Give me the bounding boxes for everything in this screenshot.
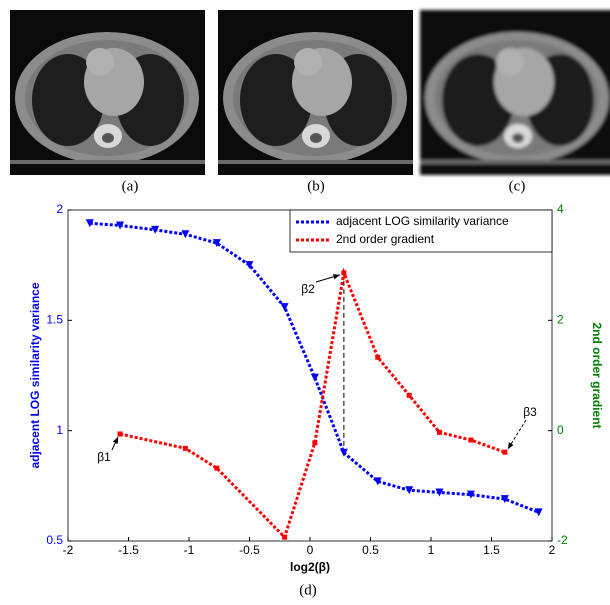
y-tick-label: 2 [56,202,63,216]
arrow-head [507,442,514,450]
marker [280,303,289,312]
marker [117,431,123,437]
ct-image [10,10,205,175]
panel-caption: (a) [122,178,139,194]
y-axis-label: adjacent LOG similarity variance [28,282,42,468]
x-tick-label: 2 [549,543,556,557]
x-axis-label: log2(β) [290,560,330,574]
marker [373,477,382,486]
marker [341,270,347,276]
marker [375,354,381,360]
marker [212,239,221,248]
y2-tick-label: 2 [557,313,564,327]
panel-caption: (b) [307,178,325,194]
marker [85,219,94,228]
x-tick-label: 0 [307,543,314,557]
series-line [89,221,540,514]
ct-image [420,10,610,175]
arrow-line [507,419,527,450]
y2-axis-label: 2nd order gradient [590,322,604,428]
marker [214,465,220,471]
marker [502,449,508,455]
marker [245,261,254,270]
legend-label: adjacent LOG similarity variance [336,214,509,228]
marker [339,448,348,457]
x-tick-label: -1 [184,543,195,557]
marker [116,221,125,230]
marker [406,392,412,398]
chart: -2 -1.5 -1 -0.5 0 0.5 1 1.5 20.511.52-2024log2(β… [28,202,604,574]
legend-box [289,209,553,253]
plot-frame [67,209,553,542]
x-tick-label: 0.5 [362,543,379,557]
marker [312,440,318,446]
x-tick-label: 1 [428,543,435,557]
y-tick-label: 1 [56,423,63,437]
annotation: β3 [523,405,537,419]
marker [466,490,475,499]
marker [182,445,188,451]
marker [500,495,509,504]
annotation: β2 [301,282,315,296]
x-tick-label: -1.5 [118,543,139,557]
marker [468,437,474,443]
panel-caption: (c) [509,178,526,194]
y2-tick-label: -2 [557,533,568,547]
x-tick-label: 1.5 [483,543,500,557]
y-tick-label: 1.5 [46,313,63,327]
y2-tick-label: 4 [557,202,564,216]
marker [181,230,190,239]
marker [282,534,288,540]
marker [534,508,543,517]
annotation: β1 [97,450,111,464]
marker [310,373,319,382]
panel-caption: (d) [299,582,317,598]
x-tick-label: -2 [63,543,74,557]
ct-image [218,10,413,175]
y-tick-label: 0.5 [46,533,63,547]
series-line [119,267,506,540]
y2-tick-label: 0 [557,423,564,437]
arrow-head [332,274,340,280]
marker [436,429,442,435]
legend-label: 2nd order gradient [336,232,435,246]
marker [405,486,414,495]
marker [435,488,444,497]
marker [151,225,160,234]
x-tick-label: -0.5 [239,543,260,557]
arrow-head [112,436,119,444]
